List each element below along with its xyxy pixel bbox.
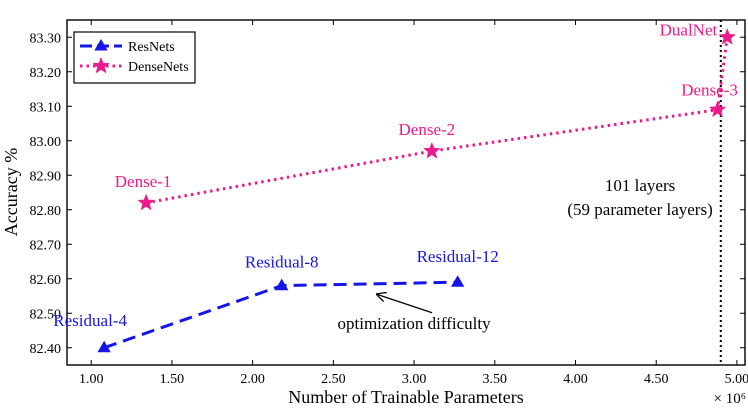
- x-tick-label: 1.50: [160, 372, 185, 387]
- densenets-point-label: DualNet: [660, 20, 718, 39]
- densenets-point-label: Dense-2: [399, 120, 456, 139]
- y-tick-label: 82.70: [30, 238, 62, 253]
- legend: ResNets DenseNets: [73, 31, 196, 84]
- annotation-text: optimization difficulty: [338, 314, 492, 333]
- x-tick-label: 3.50: [483, 372, 508, 387]
- resnets-marker: [97, 340, 111, 353]
- densenets-point-label: Dense-3: [681, 81, 738, 100]
- legend-resnets-label: ResNets: [128, 40, 175, 55]
- y-tick-label: 83.10: [30, 100, 62, 115]
- resnets-marker: [275, 278, 289, 291]
- legend-resnets-marker: [94, 39, 108, 51]
- y-axis-title: Accuracy %: [1, 148, 21, 236]
- annotation-text: (59 parameter layers): [567, 200, 712, 219]
- densenets-marker: [137, 193, 155, 211]
- resnets-marker: [451, 275, 465, 287]
- y-tick-label: 82.50: [30, 307, 62, 322]
- annotation-text: 101 layers: [605, 176, 675, 195]
- y-tick-label: 82.80: [30, 204, 62, 219]
- x-axis-multiplier: × 10⁶: [714, 391, 746, 407]
- y-tick-label: 82.90: [30, 169, 62, 184]
- y-tick-label: 83.30: [30, 31, 62, 46]
- y-tick-label: 83.20: [30, 66, 62, 81]
- x-tick-label: 4.50: [644, 372, 669, 387]
- densenets-marker: [423, 141, 441, 159]
- resnets-point-label: Residual-4: [53, 311, 127, 330]
- annotation-arrow: [377, 294, 433, 314]
- legend-densenets-marker: [92, 56, 110, 74]
- x-tick-label: 1.00: [79, 372, 104, 387]
- legend-box: [73, 31, 196, 84]
- densenets-marker: [708, 100, 727, 118]
- x-tick-label: 3.00: [402, 372, 427, 387]
- densenets-line: [145, 37, 729, 205]
- x-tick-label: 2.50: [321, 372, 346, 387]
- y-tick-label: 82.60: [30, 273, 62, 288]
- resnets-point-label: Residual-8: [245, 253, 319, 272]
- legend-densenets-label: DenseNets: [128, 60, 189, 75]
- x-axis-title: Number of Trainable Parameters: [288, 387, 523, 407]
- resnets-point-label: Residual-12: [417, 247, 499, 266]
- densenets-point-label: Dense-1: [115, 172, 172, 191]
- x-tick-label: 2.00: [240, 372, 265, 387]
- y-tick-label: 82.40: [30, 342, 62, 357]
- plot-area-frame: [66, 19, 746, 366]
- densenets-marker: [718, 28, 737, 45]
- y-tick-label: 83.00: [30, 135, 62, 150]
- x-tick-label: 4.00: [563, 372, 588, 387]
- x-tick-label: 5.00: [725, 372, 748, 387]
